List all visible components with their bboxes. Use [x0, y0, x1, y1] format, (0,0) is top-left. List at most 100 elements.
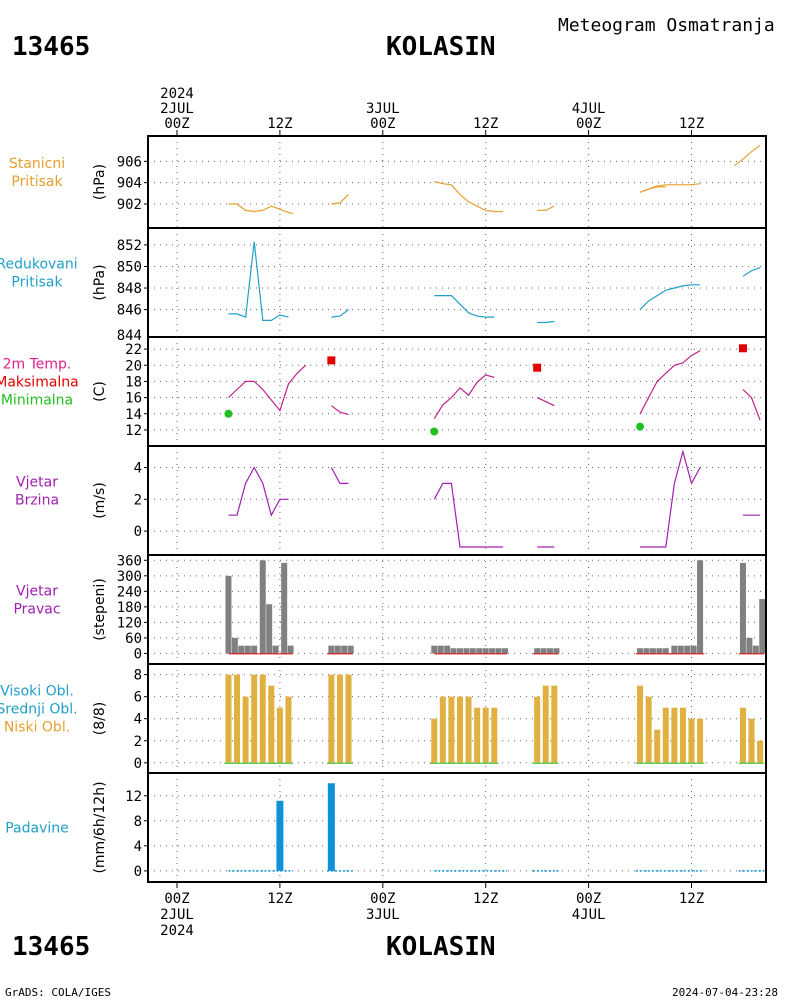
series-line — [639, 183, 701, 193]
min-temp-marker — [636, 422, 645, 431]
y-tick-label: 852 — [117, 238, 142, 254]
y-tick-label: 2 — [134, 492, 142, 508]
y-tick-label: 120 — [117, 615, 142, 631]
bar — [746, 637, 753, 654]
y-tick-label: 300 — [117, 569, 142, 585]
y-tick-label: 20 — [125, 358, 142, 374]
series-line — [433, 374, 495, 419]
y-tick-label: 4 — [134, 839, 142, 855]
y-tick-label: 4 — [134, 712, 142, 728]
bar — [225, 575, 232, 654]
series-line — [228, 466, 289, 517]
y-tick-label: 850 — [117, 259, 142, 275]
bar — [688, 718, 695, 763]
panel-label: Redukovani — [0, 257, 78, 273]
bar — [251, 645, 258, 654]
bar — [656, 648, 663, 654]
x-tick-label-bottom: 4JUL — [572, 907, 606, 923]
bar — [437, 645, 444, 654]
x-tick-label-bottom: 12Z — [473, 891, 498, 907]
panel-label: Minimalna — [1, 393, 73, 409]
bar — [690, 645, 697, 654]
x-tick-label-bottom: 2JUL — [160, 907, 194, 923]
y-tick-label: 6 — [134, 690, 142, 706]
x-tick-label-bottom: 00Z — [576, 891, 601, 907]
bar — [495, 648, 502, 654]
panel-label: Pritisak — [11, 275, 63, 291]
station-name-top: KOLASIN — [386, 32, 496, 62]
bar — [242, 696, 249, 763]
series-line — [639, 284, 701, 311]
bar — [697, 718, 704, 763]
series-line — [434, 295, 495, 318]
y-axis-label: (C) — [92, 381, 108, 402]
panels: 902904906(hPa)StanicniPritisak8468488508… — [0, 135, 767, 883]
bar — [266, 604, 273, 654]
bar — [551, 685, 558, 763]
bar — [679, 707, 686, 763]
y-tick-label: 848 — [117, 281, 142, 297]
y-tick-label: 14 — [125, 407, 142, 423]
series-line — [331, 193, 349, 205]
bar — [238, 645, 245, 654]
bar — [336, 674, 343, 763]
x-tick-label-top: 2024 — [160, 86, 194, 102]
bar — [456, 648, 463, 654]
panel-label: Vjetar — [16, 584, 58, 600]
bar — [553, 648, 560, 654]
bar — [489, 648, 496, 654]
bar — [431, 718, 438, 763]
product-title: Meteogram Osmatranja — [558, 15, 775, 36]
bar — [748, 718, 755, 763]
series-line — [742, 389, 761, 421]
y-axis-label: (stepeni) — [92, 578, 108, 641]
bar — [752, 645, 759, 654]
y-axis-label: (hPa) — [92, 264, 108, 300]
bar — [645, 696, 652, 763]
bar — [757, 740, 764, 763]
bar — [697, 560, 704, 654]
series-line — [536, 397, 555, 407]
bar — [347, 645, 354, 654]
bar — [542, 685, 549, 763]
x-tick-label-bottom: 00Z — [370, 891, 395, 907]
y-tick-label: 844 — [117, 328, 142, 344]
bar — [328, 674, 335, 763]
x-tick-label-top: 4JUL — [572, 101, 606, 117]
series-line — [537, 320, 555, 324]
bar — [649, 648, 656, 654]
panel-label: Stanicni — [9, 156, 65, 172]
bar — [431, 645, 438, 654]
min-temp-marker — [430, 427, 439, 436]
y-axis-label: (m/s) — [92, 482, 108, 519]
panel-data — [228, 144, 761, 215]
panel-station_pressure: 902 904 906 (hPa) Stanicni Pritisak — [9, 135, 767, 229]
x-tick-label-top: 00Z — [576, 116, 601, 132]
x-tick-label-top: 00Z — [370, 116, 395, 132]
series-line — [433, 482, 503, 548]
panel-data — [224, 344, 761, 436]
panel-data — [224, 674, 765, 764]
bar — [456, 696, 463, 763]
bar — [285, 696, 292, 763]
y-tick-label: 12 — [125, 423, 142, 439]
y-axis-label: (hPa) — [92, 164, 108, 200]
bar — [225, 674, 232, 763]
x-tick-label-bottom: 00Z — [164, 891, 189, 907]
x-tick-label-top: 2JUL — [160, 101, 194, 117]
panel-wind_speed: 0 2 4 (m/s) Vjetar Brzina — [15, 445, 767, 556]
series-line — [228, 364, 307, 412]
series-line — [228, 203, 293, 215]
y-tick-label: 906 — [117, 154, 142, 170]
y-tick-label: 0 — [134, 864, 142, 880]
y-tick-label: 2 — [134, 734, 142, 750]
x-tick-label-top: 3JUL — [366, 101, 400, 117]
bar — [276, 800, 284, 871]
station-id-top: 13465 — [12, 32, 90, 62]
y-tick-label: 4 — [134, 460, 142, 476]
panel-reduced_pressure: 846 848 850 852 844 (hPa) Redukovani Pritisak — [0, 227, 767, 344]
bar — [684, 645, 691, 654]
y-tick-label: 8 — [134, 668, 142, 684]
